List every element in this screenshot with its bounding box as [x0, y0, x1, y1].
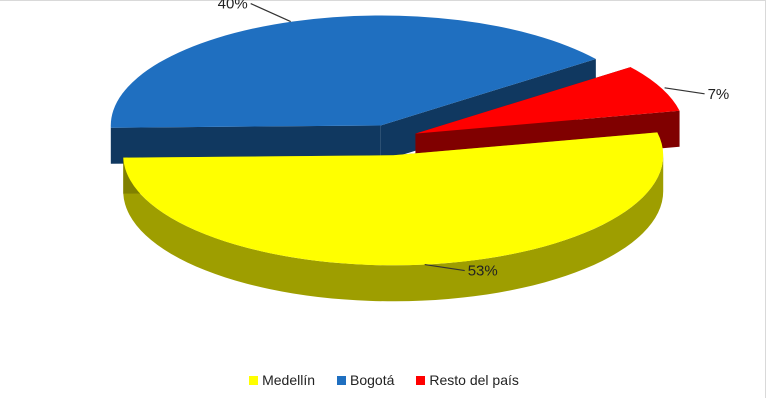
leader-line-bogota [250, 3, 291, 23]
legend: Medellín Bogotá Resto del país [0, 372, 768, 388]
legend-label-resto: Resto del país [429, 372, 519, 388]
data-label-resto-del-pais: 7% [708, 86, 730, 103]
slice-top-bogota [110, 15, 596, 128]
legend-item-medellin: Medellín [249, 372, 315, 388]
pie-slices [110, 15, 680, 302]
leader-lines [250, 3, 705, 272]
legend-swatch-medellin [249, 375, 259, 385]
slice-wall-bogota-0 [110, 125, 381, 164]
data-label-bogota: 40% [218, 0, 248, 13]
leader-line-resto-del-pais [664, 87, 705, 95]
legend-swatch-bogota [337, 375, 347, 385]
legend-item-bogota: Bogotá [337, 372, 394, 388]
pie-slice-medellin [123, 132, 664, 302]
legend-swatch-resto [416, 375, 426, 385]
legend-item-resto: Resto del país [416, 372, 519, 388]
legend-label-bogota: Bogotá [350, 372, 395, 388]
slice-top-medellin [123, 132, 664, 266]
data-labels: 53% 40% 7% [218, 0, 730, 280]
slice-top-resto-del-pais [415, 67, 680, 134]
legend-label-medellin: Medellín [262, 372, 316, 388]
leader-line-medellin [424, 263, 465, 272]
slice-side-medellin [123, 155, 664, 302]
data-label-medellin: 53% [468, 263, 498, 280]
